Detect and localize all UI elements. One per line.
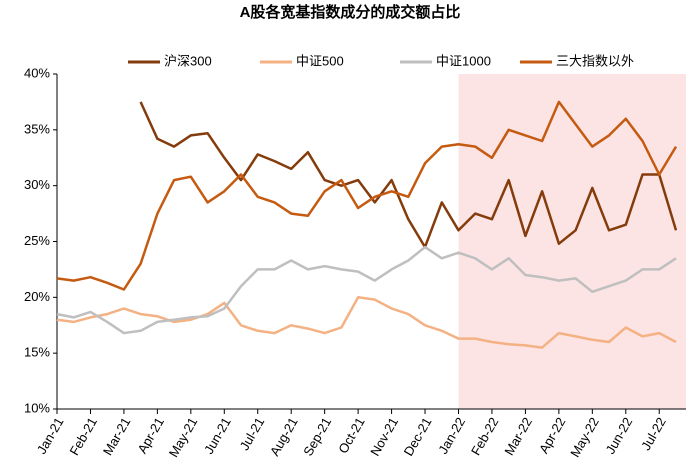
x-tick-label: Jan-22 xyxy=(435,415,468,457)
x-tick-label: Feb-22 xyxy=(468,415,502,458)
legend-label: 中证1000 xyxy=(436,53,491,68)
x-tick-label: Jul-22 xyxy=(638,415,669,453)
y-tick-label: 20% xyxy=(24,289,50,304)
x-tick-label: Jul-21 xyxy=(237,415,268,453)
y-tick-label: 25% xyxy=(24,233,50,248)
x-tick-label: Jun-21 xyxy=(201,415,234,457)
x-tick-label: Nov-21 xyxy=(367,415,401,459)
series-line xyxy=(139,101,678,249)
series-line xyxy=(56,245,677,335)
legend-label: 沪深300 xyxy=(164,53,212,68)
x-tick-label: May-21 xyxy=(166,415,201,460)
series-line xyxy=(56,100,678,291)
x-tick-label: Sep-21 xyxy=(300,415,334,459)
x-tick-label: Jun-22 xyxy=(602,415,635,457)
x-tick-label: Apr-21 xyxy=(134,415,167,456)
x-tick-label: Dec-21 xyxy=(401,415,435,459)
y-tick-label: 40% xyxy=(24,65,50,80)
legend-label: 中证500 xyxy=(296,53,344,68)
x-tick-label: May-22 xyxy=(567,415,602,460)
highlight-band xyxy=(458,74,686,409)
x-tick-label: Aug-21 xyxy=(267,415,301,459)
x-tick-label: Jan-21 xyxy=(34,415,67,457)
x-tick-label: Apr-22 xyxy=(536,415,569,456)
y-tick-label: 15% xyxy=(24,345,50,360)
y-tick-label: 30% xyxy=(24,177,50,192)
x-tick-label: Oct-21 xyxy=(335,415,367,456)
x-tick-label: Mar-21 xyxy=(100,415,134,458)
y-tick-label: 10% xyxy=(24,400,50,415)
x-tick-label: Mar-22 xyxy=(501,415,535,458)
y-tick-label: 35% xyxy=(24,121,50,136)
legend-label: 三大指数以外 xyxy=(556,53,634,68)
x-tick-label: Feb-21 xyxy=(66,415,100,458)
series-line xyxy=(56,296,677,349)
chart-title: A股各宽基指数成分的成交额占比 xyxy=(240,3,461,21)
